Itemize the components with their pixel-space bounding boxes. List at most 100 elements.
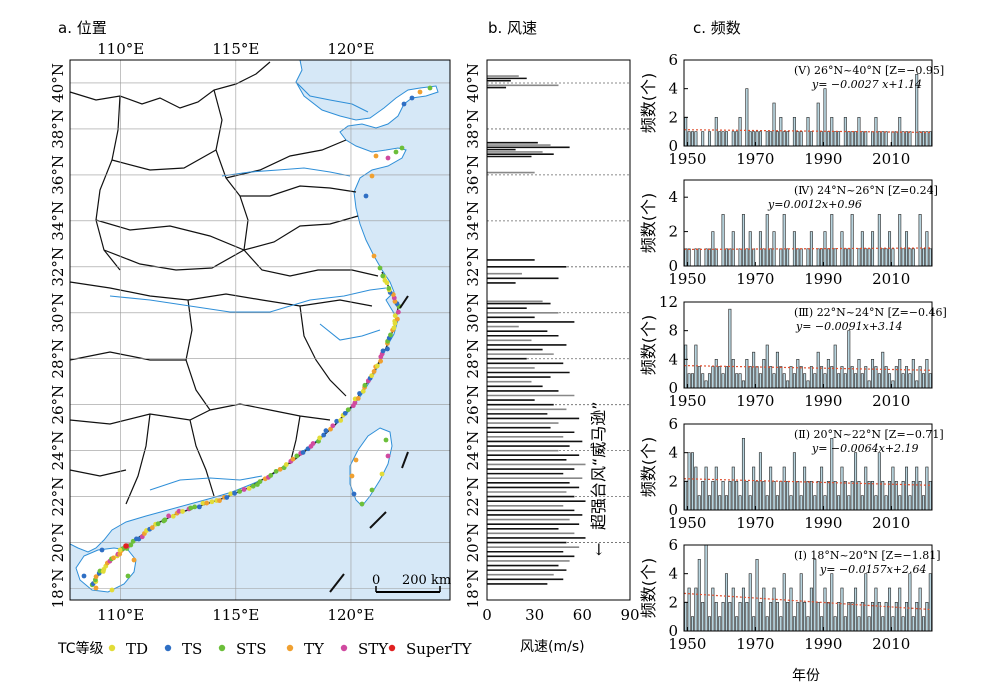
map-lon-top-label: 120°E [327,40,374,58]
freq-bar [928,131,932,147]
freq-bar [796,359,800,389]
province-boundaries [69,61,379,505]
freq-bar [741,380,745,389]
legend-marker-superty [388,644,396,652]
freq-bar [901,373,905,389]
map-panel: 0 200 km 110°E110°E115°E115°E120°E120°E … [49,40,451,624]
freq-trend-eq: y= −0.0064x+2.19 [811,442,919,455]
freq-bar [925,131,929,147]
tc-dot [401,101,407,107]
freq-bar [854,131,858,147]
freq-bar [847,602,851,632]
freq-bar [847,131,851,147]
freq-bar [796,481,800,511]
tc-dot [300,450,306,455]
freq-bar [701,131,705,147]
freq-bar [847,495,851,511]
freq-bar [809,366,813,389]
freq-bar [748,495,752,511]
freq-bar [704,380,708,389]
freq-bar [857,616,861,632]
wind-lat-label: 40°N [464,63,482,103]
freq-bar [738,248,742,267]
freq-bar [765,616,769,632]
map-lat-label: 18°N [49,569,67,609]
freq-bar [833,616,837,632]
mainland-land [69,59,439,553]
freq-bar [711,366,715,389]
freq-bar [765,495,769,511]
freq-bar [840,587,844,632]
tc-dot [237,489,243,494]
freq-bar [724,366,728,389]
legend-label-sts: STS [236,640,267,658]
panel-b-title: b. 风速 [488,19,537,37]
wind-annotation-arrow: ← [589,543,608,556]
freq-bar [707,248,711,267]
tc-dot [363,193,369,199]
freq-bar [915,380,919,389]
freq-bar [857,481,861,511]
freq-bar [701,373,705,389]
freq-bar [867,481,871,511]
tc-dot [385,346,390,352]
freq-bar [752,351,756,389]
freq-bar [871,481,875,511]
map-lat-label: 38°N [49,109,67,149]
map-lon-top-label: 110°E [97,40,144,58]
freq-bar [816,602,820,632]
rivers [109,81,387,491]
tc-dot [330,423,336,429]
tc-dot [155,521,161,527]
freq-bar [867,248,871,267]
freq-bar [741,438,745,511]
freq-bar [731,359,735,389]
freq-bar [694,248,698,267]
freq-bar [857,117,861,147]
tc-dot [166,513,172,519]
freq-bar [697,495,701,511]
tc-dot [277,466,283,472]
freq-bar [701,481,705,511]
freq-bar [752,248,756,267]
tc-dot [342,410,348,416]
freq-bar [833,248,837,267]
freq-bar [911,248,915,267]
freq-year-label: 1950 [668,270,706,288]
freq-year-label: 1950 [668,150,706,168]
freq-bar [762,248,766,267]
freq-bar [823,88,827,147]
tc-dot [204,500,210,506]
tc-dot [386,285,392,291]
tc-dot [374,363,380,369]
freq-bar [762,481,766,511]
freq-bar [857,359,861,389]
freq-trend-line [683,478,933,486]
tc-dot [170,513,176,519]
tc-dot [399,145,405,151]
freq-bar [762,587,766,632]
scale-bar-zero: 0 [372,573,380,588]
freq-bar [752,131,756,147]
freq-bar [809,587,813,632]
freq-bar [840,466,844,511]
freq-bar [874,587,878,632]
freq-bar [877,452,881,511]
freq-bar [690,373,694,389]
freq-bar [922,495,926,511]
tc-dot [371,253,377,259]
freq-bar [911,616,915,632]
freq-bar [854,373,858,389]
freq-trend-eq: y= −0.0027 x+1.14 [811,78,922,91]
freq-bar [816,102,820,147]
freq-bar [826,602,830,632]
freq-bar [724,573,728,632]
tc-dot [228,491,234,497]
wind-lat-label: 34°N [464,201,482,241]
freq-bar [745,481,749,511]
freq-bar [782,131,786,147]
tc-dot [377,265,383,271]
freq-bar [735,481,739,511]
freq-year-label: 1970 [736,514,774,532]
